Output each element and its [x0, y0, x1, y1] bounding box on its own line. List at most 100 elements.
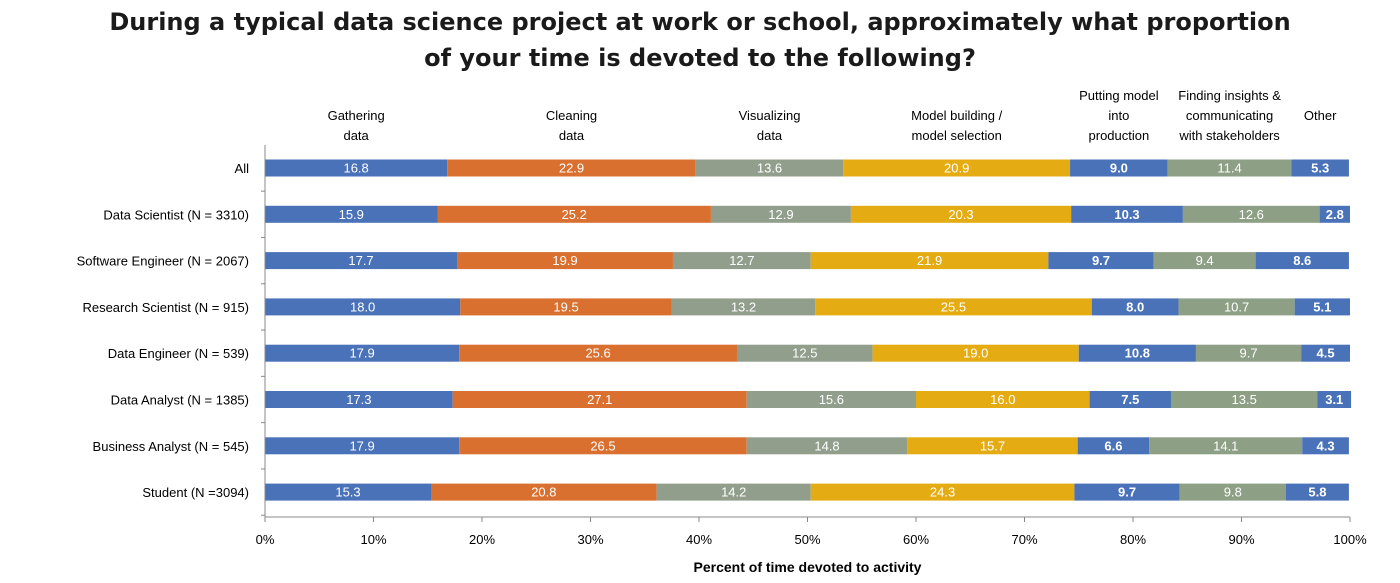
bar-value-label: 14.1 [1213, 438, 1238, 453]
series-header: Gathering data [328, 108, 385, 143]
bar-segment [1170, 391, 1318, 408]
x-tick-label: 100% [1333, 532, 1367, 547]
bar-value-label: 10.8 [1125, 346, 1150, 361]
bar-value-label: 9.7 [1240, 346, 1258, 361]
row-label: Data Scientist (N = 3310) [103, 207, 249, 222]
bar-segment [1071, 205, 1183, 223]
bar-segment [710, 205, 851, 223]
x-tick-label: 40% [686, 532, 712, 547]
series-header-line: with stakeholders [1178, 128, 1280, 143]
bar-segment [1294, 298, 1350, 316]
bar-segment [265, 391, 453, 408]
bar-value-label: 9.7 [1092, 253, 1110, 268]
row-label: Software Engineer (N = 2067) [77, 254, 249, 269]
bar-value-label: 19.5 [553, 299, 578, 314]
bar-value-label: 9.8 [1224, 485, 1242, 500]
bar-value-label: 11.4 [1217, 161, 1241, 176]
bar-value-label: 26.5 [590, 438, 615, 453]
bar-value-label: 3.1 [1325, 392, 1343, 407]
bar-value-label: 20.9 [944, 161, 969, 176]
series-header-line: Gathering [328, 108, 385, 123]
bar-value-label: 22.9 [559, 161, 584, 176]
x-tick-label: 20% [469, 532, 495, 547]
bar-segment [457, 252, 673, 270]
bar-value-label: 27.1 [587, 392, 612, 407]
row-label: Data Analyst (N = 1385) [111, 393, 249, 408]
row-label: Student (N =3094) [142, 485, 249, 500]
bar-value-label: 14.2 [721, 485, 746, 500]
bar-value-label: 9.4 [1196, 253, 1214, 268]
bar-segment [265, 483, 431, 501]
bar-value-label: 21.9 [917, 253, 942, 268]
chart-title: During a typical data science project at… [0, 4, 1400, 76]
bar-segment [843, 159, 1071, 177]
bar-value-label: 15.6 [819, 392, 844, 407]
bar-segment [810, 483, 1075, 501]
series-header-line: Finding insights & [1178, 88, 1281, 103]
series-header: Visualizing data [739, 108, 801, 143]
bar-value-label: 13.6 [757, 161, 782, 176]
series-header: Cleaning data [546, 108, 597, 143]
bar-segment [460, 298, 672, 316]
bar-value-label: 2.8 [1326, 207, 1344, 222]
series-header-line: Visualizing [739, 108, 801, 123]
series-header-line: Other [1304, 108, 1337, 123]
bar-segment [1182, 205, 1320, 223]
category-headers: Gathering data Cleaning data Visualizing data… [328, 88, 1337, 143]
bars: 16.8 22.9 13.6 20.9 9.0 11.4 5.3 15.9 25.2 12.9 20… [265, 159, 1352, 501]
bar-segment [815, 298, 1092, 316]
series-header: Finding insights & communicating with stak… [1178, 88, 1281, 143]
bar-value-label: 24.3 [930, 485, 955, 500]
bar-value-label: 17.7 [348, 253, 373, 268]
bar-segment [1070, 159, 1168, 177]
bar-segment [1048, 252, 1154, 270]
bar-segment [447, 159, 696, 177]
bar-segment [1089, 391, 1171, 408]
bar-segment [265, 437, 460, 455]
bar-segment [872, 344, 1079, 362]
bar-value-label: 9.7 [1118, 485, 1136, 500]
x-tick-label: 10% [360, 532, 386, 547]
bar-value-label: 9.0 [1110, 161, 1128, 176]
bar-segment [736, 344, 873, 362]
bar-value-label: 15.7 [980, 438, 1005, 453]
bar-segment [671, 298, 816, 316]
bar-value-label: 4.5 [1317, 346, 1335, 361]
bar-value-label: 10.7 [1224, 299, 1249, 314]
x-axis-title: Percent of time devoted to activity [694, 559, 922, 575]
bar-value-label: 16.0 [990, 392, 1015, 407]
bar-value-label: 5.1 [1313, 299, 1331, 314]
series-header-line: data [343, 128, 369, 143]
bar-segment [1153, 252, 1256, 270]
bar-value-label: 25.6 [585, 346, 610, 361]
bar-segment [1178, 298, 1295, 316]
x-tick-label: 30% [577, 532, 603, 547]
bar-segment [1074, 483, 1180, 501]
x-axis: 0% 10% 20% 30% 40% 50% 60% 70% 80% 90% 100% Percent… [256, 145, 1367, 575]
bar-value-label: 12.6 [1239, 207, 1264, 222]
bar-value-label: 17.9 [349, 346, 374, 361]
x-tick-label: 90% [1228, 532, 1254, 547]
bar-segment [1077, 437, 1150, 455]
bar-value-label: 18.0 [350, 299, 375, 314]
bar-value-label: 25.5 [941, 299, 966, 314]
bar-value-label: 15.9 [339, 207, 364, 222]
series-header-line: Cleaning [546, 108, 597, 123]
bar-segment [850, 205, 1072, 223]
bar-segment [1149, 437, 1303, 455]
x-tick-label: 60% [903, 532, 929, 547]
bar-segment [265, 159, 448, 177]
bar-segment [1291, 159, 1349, 177]
series-header-line: data [559, 128, 585, 143]
bar-value-label: 25.2 [562, 207, 587, 222]
row-labels: All Data Scientist (N = 3310) Software Eng… [77, 161, 249, 500]
bar-segment [916, 391, 1090, 408]
x-tick-label: 0% [256, 532, 275, 547]
bar-value-label: 16.8 [343, 161, 368, 176]
bar-value-label: 17.3 [346, 392, 371, 407]
bar-segment [265, 344, 460, 362]
bar-value-label: 7.5 [1121, 392, 1139, 407]
bar-segment [1091, 298, 1179, 316]
series-header-line: production [1089, 128, 1150, 143]
